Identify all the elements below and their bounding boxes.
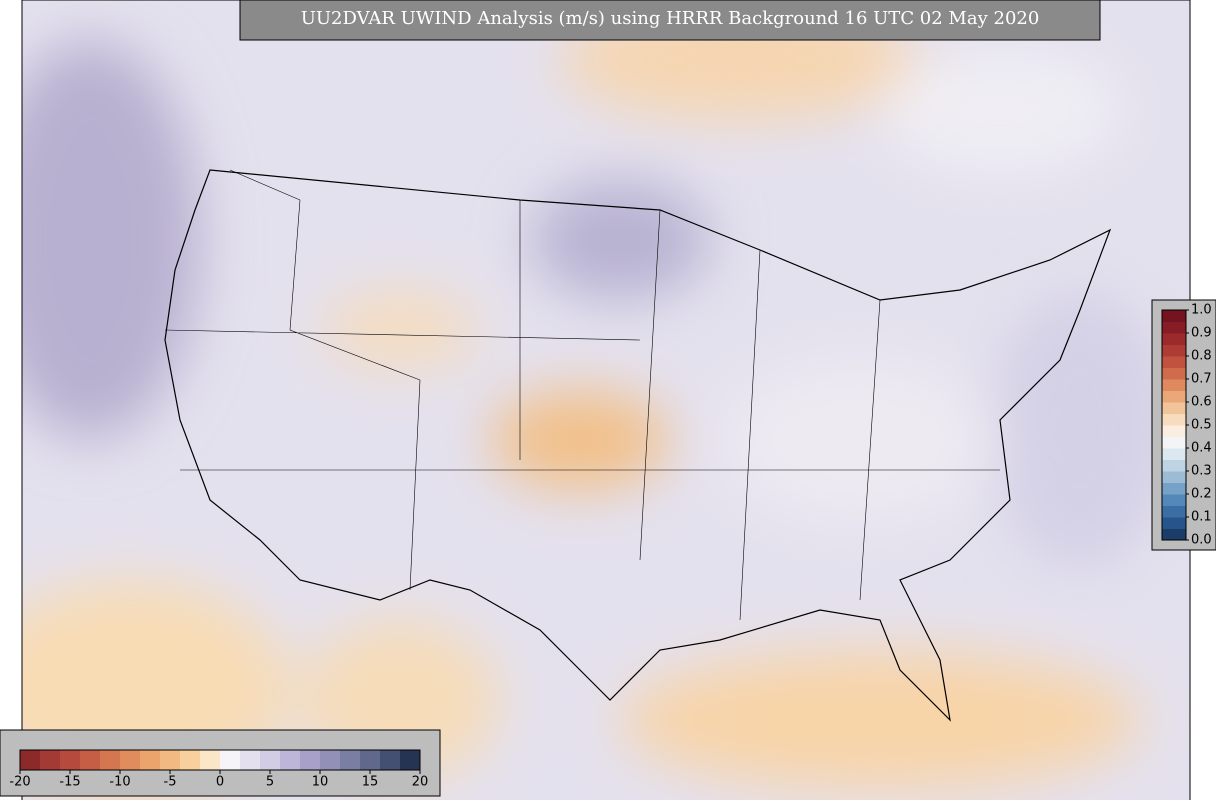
colorbar-segment <box>1162 425 1186 437</box>
colorbar-segment <box>240 750 261 770</box>
colorbar-segment <box>1162 356 1186 368</box>
tick-label: 0.9 <box>1191 326 1212 341</box>
colorbar-segment <box>220 750 241 770</box>
tick-label: -20 <box>9 775 30 790</box>
borders <box>164 169 1000 621</box>
colorbar-segment <box>1162 448 1186 460</box>
colorbar-segment <box>1162 379 1186 391</box>
colorbar-segment <box>140 750 161 770</box>
colorbar-segment <box>60 750 81 770</box>
title: UU2DVAR UWIND Analysis (m/s) using HRRR … <box>301 8 1040 29</box>
colorbar-segment <box>1162 390 1186 403</box>
tick-label: 0.3 <box>1191 464 1212 479</box>
colorbar-segment <box>1162 333 1186 345</box>
tick-label: 1.0 <box>1191 303 1212 318</box>
tick-label: -5 <box>164 775 177 790</box>
colorbar-segment <box>120 750 141 770</box>
colorbar-segment <box>200 750 221 770</box>
colorbar-segment <box>1162 482 1186 495</box>
colorbar-segment <box>20 750 41 770</box>
tick-label: -15 <box>59 775 80 790</box>
tick-label: 5 <box>266 775 274 790</box>
colorbar-segment <box>1162 494 1186 506</box>
colorbar-segment <box>1162 321 1186 334</box>
colorbars: -20 -15 -10 -5 0 5 10 15 20 0.0 0.1 0.2 0.3 0.4 0.5 0.6… <box>9 303 1211 790</box>
tick-label: 20 <box>412 775 429 790</box>
colorbar-segment <box>1162 517 1186 529</box>
colorbar-segment <box>1162 344 1186 357</box>
colorbar-segment <box>1162 459 1186 472</box>
colorbar-segment <box>260 750 281 770</box>
colorbar-segment <box>1162 528 1186 541</box>
colorbar-segment <box>1162 436 1186 449</box>
colorbar-segment <box>100 750 121 770</box>
tick-label: 0.1 <box>1191 510 1212 525</box>
colorbar-segment <box>160 750 181 770</box>
tick-label: 0 <box>216 775 224 790</box>
colorbar-segment <box>180 750 201 770</box>
colorbar-segment <box>380 750 401 770</box>
title-box <box>239 0 1101 41</box>
tick-label: 15 <box>362 775 379 790</box>
tick-label: 10 <box>312 775 329 790</box>
tick-label: 0.0 <box>1191 533 1212 548</box>
tick-label: 0.6 <box>1191 395 1212 410</box>
colorbar-segment <box>340 750 361 770</box>
colorbar-segment <box>40 750 61 770</box>
tick-label: 0.8 <box>1191 349 1212 364</box>
colorbar-segment <box>400 750 421 770</box>
colorbar-segment <box>280 750 301 770</box>
colorbar-segment <box>1162 413 1186 426</box>
tick-label: 0.5 <box>1191 418 1212 433</box>
colorbar-segment <box>1162 402 1186 414</box>
colorbar-segment <box>80 750 101 770</box>
colorbar-segment <box>300 750 321 770</box>
tick-label: 0.7 <box>1191 372 1212 387</box>
map <box>22 0 1190 800</box>
colorbar-segment <box>1162 505 1186 518</box>
tick-label: -10 <box>109 775 130 790</box>
coastline <box>164 169 1112 722</box>
colorbar-segment <box>1162 367 1186 380</box>
colorbar-segment <box>320 750 341 770</box>
tick-label: 0.4 <box>1191 441 1212 456</box>
colorbar-segment <box>1162 471 1186 483</box>
colorbar-segment <box>1162 310 1186 322</box>
colorbar-segment <box>360 750 381 770</box>
tick-label: 0.2 <box>1191 487 1212 502</box>
